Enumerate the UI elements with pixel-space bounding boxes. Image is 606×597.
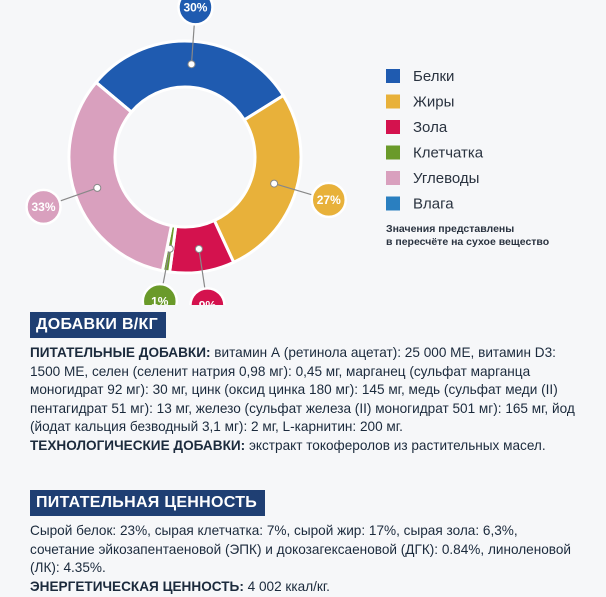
- value-label: 27%: [317, 193, 341, 207]
- legend-label: Белки: [413, 68, 454, 85]
- paragraph: Сырой белок: 23%, сырая клетчатка: 7%, с…: [30, 522, 585, 578]
- donut-segment: [212, 93, 303, 265]
- value-label: 9%: [199, 298, 217, 305]
- legend-swatch: [386, 171, 400, 185]
- section: ПИТАТЕЛЬНАЯ ЦЕННОСТЬ Сырой белок: 23%, сы…: [30, 490, 585, 596]
- paragraph-text: экстракт токоферолов из растительных мас…: [248, 437, 546, 453]
- donut-segment: [94, 39, 286, 122]
- legend-label: Влага: [413, 195, 454, 212]
- note: в пересчёте на сухое вещество: [386, 236, 549, 248]
- paragraph: ПИТАТЕЛЬНЫЕ ДОБАВКИ: витамин А (ретинола…: [30, 344, 585, 437]
- label-badge: [25, 188, 62, 226]
- value-label: 1%: [151, 294, 169, 305]
- paragraph-text: витамин А (ретинола ацетат): 25 000 МЕ, …: [30, 345, 575, 434]
- label-badge: [177, 0, 214, 26]
- paragraph: ЭНЕРГЕТИЧЕСКАЯ ЦЕННОСТЬ: 4 002 ккал/кг.: [30, 578, 585, 597]
- paragraph-text: 4 002 ккал/кг.: [247, 578, 330, 594]
- note: Значения представлены: [386, 223, 514, 235]
- paragraph-label: ЭНЕРГЕТИЧЕСКАЯ ЦЕННОСТЬ:: [30, 578, 244, 594]
- section-heading: ДОБАВКИ В/КГ: [30, 312, 166, 338]
- paragraph-label: ПИТАТЕЛЬНЫЕ ДОБАВКИ:: [30, 345, 211, 360]
- section: ДОБАВКИ В/КГ ПИТАТЕЛЬНЫЕ ДОБАВКИ: витамин…: [30, 312, 585, 455]
- value-label: 30%: [183, 1, 207, 15]
- chart: 30% 27% 9% 1% 33% Белки Жиры Зола Клетчатка Углев…: [25, 0, 549, 305]
- label-badge: [310, 181, 347, 219]
- legend-swatch: [386, 94, 400, 109]
- label-dot: [187, 60, 196, 69]
- paragraph-label: ТЕХНОЛОГИЧЕСКИЕ ДОБАВКИ:: [30, 437, 246, 453]
- value-label: 33%: [32, 200, 56, 214]
- label-badge: [141, 282, 179, 305]
- legend-label: Жиры: [413, 93, 454, 110]
- legend-swatch: [386, 145, 400, 160]
- legend-label: Клетчатка: [413, 144, 484, 161]
- legend-label: Зола: [413, 119, 448, 136]
- legend-swatch: [386, 196, 400, 211]
- donut-segment: [67, 80, 174, 273]
- label-dot: [194, 244, 203, 253]
- section-heading: ПИТАТЕЛЬНАЯ ЦЕННОСТЬ: [30, 490, 266, 516]
- label-dot: [270, 179, 279, 188]
- paragraph: ТЕХНОЛОГИЧЕСКИЕ ДОБАВКИ: экстракт токофе…: [30, 437, 585, 456]
- legend-swatch: [386, 120, 400, 134]
- label-dot: [93, 183, 102, 192]
- legend-label: Углеводы: [413, 170, 479, 187]
- paragraph-text: Сырой белок: 23%, сырая клетчатка: 7%, с…: [30, 523, 572, 575]
- label-badge: [189, 287, 226, 305]
- legend-swatch: [386, 69, 400, 83]
